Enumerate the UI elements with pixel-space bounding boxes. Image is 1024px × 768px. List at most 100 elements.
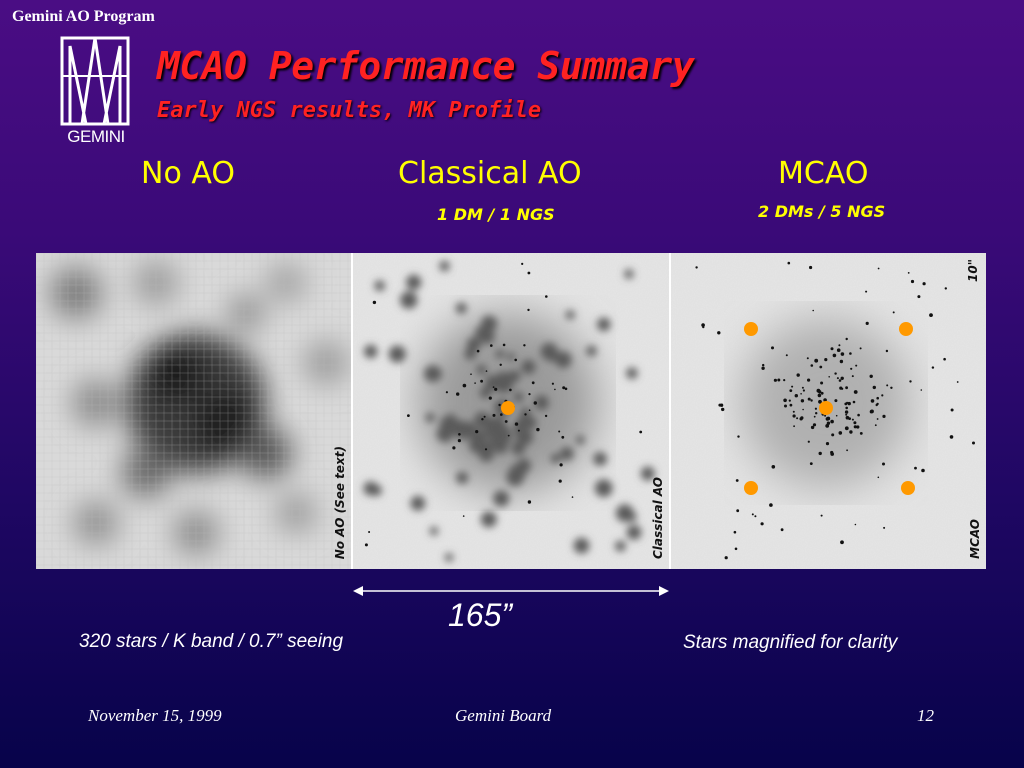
panel-mcao: 10" MCAO <box>670 253 986 569</box>
star-point <box>561 435 565 439</box>
star-point <box>508 434 510 437</box>
star-point <box>880 394 884 397</box>
star-point <box>864 290 867 293</box>
panel-tag-mcao: MCAO <box>967 519 982 559</box>
star-point <box>559 463 564 467</box>
star-point <box>572 496 574 498</box>
star-point <box>835 414 838 417</box>
star-point <box>794 394 798 398</box>
star-point <box>942 357 946 361</box>
star-point <box>874 424 877 427</box>
star-point <box>768 503 773 507</box>
slide-subtitle: Early NGS results, MK Profile <box>157 98 542 123</box>
star-cores <box>365 262 643 547</box>
star-point <box>718 403 722 407</box>
star-point <box>851 375 854 378</box>
star-point <box>364 344 378 359</box>
guide-star-marker <box>501 401 516 415</box>
star-point <box>849 367 852 370</box>
star-point <box>823 414 826 417</box>
star-point <box>524 413 528 416</box>
star-point <box>882 414 886 418</box>
star-point <box>506 468 525 486</box>
star-point <box>597 317 611 332</box>
column-label-mcao: MCAO <box>778 156 869 191</box>
star-point <box>724 556 728 560</box>
star-point <box>823 358 828 362</box>
star-point <box>813 358 818 363</box>
star-point <box>869 374 873 378</box>
star-point <box>532 381 535 385</box>
star-point <box>820 391 824 395</box>
star-point <box>908 380 912 383</box>
star-field <box>363 260 656 562</box>
star-point <box>494 387 498 391</box>
star-point <box>535 396 549 411</box>
star-point <box>458 433 462 436</box>
star-point <box>456 471 469 484</box>
note-left: 320 stars / K band / 0.7” seeing <box>79 631 344 652</box>
star-point <box>800 399 804 403</box>
star-point <box>889 386 893 389</box>
image-comparison-panels: No AO (See text) Classical AO <box>36 253 986 569</box>
star-point <box>807 397 811 401</box>
star-point <box>801 386 804 389</box>
star-point <box>806 378 810 382</box>
star-point <box>770 346 774 350</box>
star-point <box>859 432 863 435</box>
star-point <box>511 441 526 455</box>
star-point <box>641 466 656 481</box>
star-point <box>700 323 705 327</box>
star-point <box>855 425 860 429</box>
star-point <box>554 388 557 391</box>
star-point <box>593 452 608 466</box>
star-point <box>486 370 488 372</box>
star-point <box>626 367 638 379</box>
star-point <box>776 378 780 382</box>
guide-star-marker <box>743 481 758 495</box>
star-point <box>545 414 548 418</box>
star-point <box>370 484 383 496</box>
footer-venue: Gemini Board <box>455 706 552 725</box>
star-point <box>834 399 838 403</box>
star-point <box>493 490 510 507</box>
star-point <box>892 311 895 314</box>
star-point <box>528 500 532 504</box>
star-point <box>445 553 454 562</box>
star-point <box>773 378 777 382</box>
star-point <box>560 446 575 461</box>
star-point <box>624 269 634 279</box>
panel-tag-classical-ao: Classical AO <box>650 476 665 559</box>
star-point <box>859 347 862 350</box>
star-point <box>513 391 525 403</box>
star-point <box>701 326 705 329</box>
star-point <box>920 389 922 391</box>
star-point <box>949 435 953 439</box>
star-point <box>848 352 852 355</box>
star-point <box>552 382 555 385</box>
star-point <box>467 337 482 352</box>
star-point <box>502 380 514 392</box>
star-point <box>870 399 874 403</box>
star-point <box>495 349 505 359</box>
star-point <box>782 379 785 382</box>
star-point <box>368 531 371 533</box>
star-point <box>845 401 848 404</box>
panel-tag-no-ao: No AO (See text) <box>333 445 348 559</box>
star-point <box>829 419 834 424</box>
star-point <box>830 433 834 437</box>
star-point <box>365 543 369 547</box>
star-point <box>810 425 814 430</box>
star-point <box>406 274 422 290</box>
program-label: Gemini AO Program <box>12 8 155 25</box>
star-point <box>456 392 460 396</box>
guide-star-marker <box>743 322 758 336</box>
guide-star-marker <box>898 322 913 336</box>
star-point <box>810 364 813 367</box>
star-point <box>760 522 764 526</box>
star-point <box>515 422 519 426</box>
star-point <box>460 421 477 438</box>
star-point <box>500 413 503 416</box>
star-point <box>373 300 377 305</box>
star-point <box>819 381 823 385</box>
